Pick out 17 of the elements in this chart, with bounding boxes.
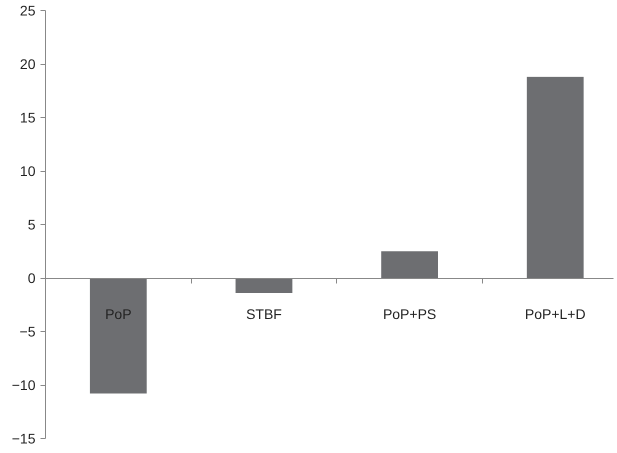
x-tick-label: PoP+PS bbox=[382, 306, 436, 322]
y-tick-label: −10 bbox=[12, 377, 36, 393]
y-tick-label: −5 bbox=[20, 324, 36, 340]
y-tick-label: 20 bbox=[20, 56, 36, 72]
x-tick-label: PoP+L+D bbox=[524, 306, 586, 322]
bar bbox=[236, 278, 292, 293]
y-tick-label: 25 bbox=[20, 2, 36, 18]
y-tick-label: 10 bbox=[20, 163, 36, 179]
bar bbox=[526, 76, 584, 278]
x-tick-label: STBF bbox=[246, 306, 282, 322]
y-tick-label: 15 bbox=[20, 110, 36, 126]
bar bbox=[381, 251, 438, 278]
y-tick-label: −15 bbox=[12, 430, 36, 446]
y-tick-label: 5 bbox=[28, 216, 36, 232]
bar bbox=[90, 278, 147, 394]
y-tick-label: 0 bbox=[28, 270, 36, 286]
x-tick-label: PoP bbox=[105, 306, 132, 322]
